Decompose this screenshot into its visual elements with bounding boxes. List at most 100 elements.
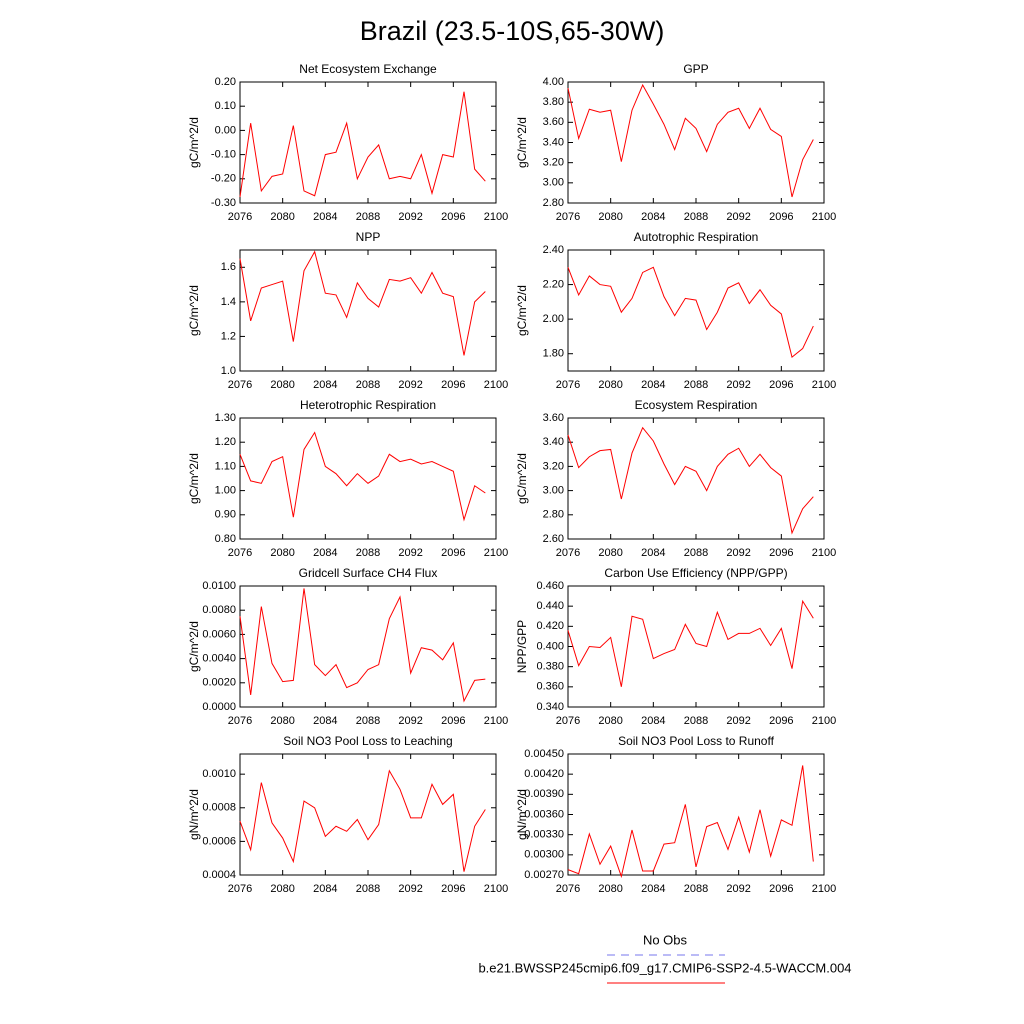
x-tick-label: 2076 <box>228 715 252 727</box>
x-tick-label: 2076 <box>556 211 580 223</box>
x-tick-label: 2080 <box>270 547 294 559</box>
x-tick-label: 2080 <box>598 715 622 727</box>
x-tick-label: 2100 <box>812 379 836 391</box>
x-tick-label: 2080 <box>598 211 622 223</box>
y-tick-label: 0.00330 <box>524 829 564 841</box>
x-tick-label: 2096 <box>769 715 793 727</box>
y-axis-title: gC/m^2/d <box>515 285 529 336</box>
y-tick-label: 0.20 <box>215 76 236 88</box>
y-tick-label: 2.20 <box>543 278 564 290</box>
x-tick-label: 2096 <box>769 211 793 223</box>
y-tick-label: 0.0060 <box>202 628 236 640</box>
x-tick-label: 2088 <box>684 547 708 559</box>
y-tick-label: 0.00420 <box>524 768 564 780</box>
y-axis-title: gN/m^2/d <box>515 789 529 840</box>
x-tick-label: 2084 <box>313 883 337 895</box>
plot-frame <box>567 585 825 708</box>
y-tick-label: 0.0004 <box>202 869 236 881</box>
panel-title: Net Ecosystem Exchange <box>299 62 437 76</box>
x-tick-label: 2076 <box>228 547 252 559</box>
data-line <box>239 91 486 198</box>
x-tick-label: 2088 <box>684 715 708 727</box>
panel-title: GPP <box>683 62 708 76</box>
y-tick-label: 2.40 <box>543 244 564 256</box>
y-tick-label: 0.400 <box>536 640 564 652</box>
x-tick-label: 2088 <box>356 211 380 223</box>
y-tick-label: -0.20 <box>211 173 236 185</box>
x-tick-label: 2084 <box>313 715 337 727</box>
y-tick-label: 0.10 <box>215 100 236 112</box>
data-line <box>567 599 814 687</box>
y-tick-label: 1.00 <box>215 485 236 497</box>
y-tick-label: 0.0008 <box>202 802 236 814</box>
y-tick-label: 0.90 <box>215 509 236 521</box>
x-tick-label: 2092 <box>398 715 422 727</box>
y-tick-label: 0.0006 <box>202 835 236 847</box>
y-axis-title: NPP/GPP <box>515 620 529 673</box>
x-tick-label: 2100 <box>484 883 508 895</box>
panel-title: Soil NO3 Pool Loss to Runoff <box>618 734 775 748</box>
y-tick-label: 2.00 <box>543 313 564 325</box>
panel-title: Heterotrophic Respiration <box>300 398 436 412</box>
x-tick-label: 2080 <box>270 883 294 895</box>
x-tick-label: 2080 <box>270 715 294 727</box>
y-tick-label: -0.30 <box>211 197 236 209</box>
y-tick-label: 0.0020 <box>202 677 236 689</box>
x-tick-label: 2088 <box>684 379 708 391</box>
x-tick-label: 2080 <box>270 379 294 391</box>
y-tick-label: 0.0040 <box>202 653 236 665</box>
data-line <box>567 765 814 879</box>
panel-title: Autotrophic Respiration <box>634 230 759 244</box>
y-tick-label: 3.40 <box>543 136 564 148</box>
plot-frame <box>239 753 497 876</box>
legend-label: b.e21.BWSSP245cmip6.f09_g17.CMIP6-SSP2-4… <box>478 960 851 975</box>
data-line <box>567 426 814 535</box>
panel-title: Gridcell Surface CH4 Flux <box>299 566 438 580</box>
y-tick-label: 3.00 <box>543 485 564 497</box>
x-tick-label: 2080 <box>270 211 294 223</box>
y-tick-label: 0.380 <box>536 661 564 673</box>
x-tick-label: 2100 <box>812 547 836 559</box>
y-tick-label: 0.00360 <box>524 808 564 820</box>
y-axis-title: gC/m^2/d <box>187 285 201 336</box>
x-tick-label: 2080 <box>598 883 622 895</box>
y-tick-label: 1.30 <box>215 412 236 424</box>
y-tick-label: 2.80 <box>543 197 564 209</box>
y-tick-label: -0.10 <box>211 149 236 161</box>
x-tick-label: 2100 <box>484 211 508 223</box>
x-tick-label: 2080 <box>598 547 622 559</box>
x-tick-label: 2076 <box>228 379 252 391</box>
x-tick-label: 2088 <box>356 547 380 559</box>
x-tick-label: 2084 <box>641 211 665 223</box>
x-tick-label: 2088 <box>684 211 708 223</box>
x-tick-label: 2092 <box>398 547 422 559</box>
x-tick-label: 2080 <box>598 379 622 391</box>
y-tick-label: 0.340 <box>536 701 564 713</box>
x-tick-label: 2076 <box>556 715 580 727</box>
x-tick-label: 2084 <box>641 547 665 559</box>
plot-frame <box>567 81 825 204</box>
y-tick-label: 1.20 <box>215 436 236 448</box>
y-tick-label: 0.00 <box>215 124 236 136</box>
x-tick-label: 2092 <box>726 883 750 895</box>
x-tick-label: 2076 <box>556 379 580 391</box>
y-axis-title: gC/m^2/d <box>187 117 201 168</box>
y-tick-label: 0.00270 <box>524 869 564 881</box>
y-tick-label: 3.20 <box>543 460 564 472</box>
legend-label: No Obs <box>643 932 688 947</box>
x-tick-label: 2096 <box>441 883 465 895</box>
x-tick-label: 2092 <box>726 547 750 559</box>
x-tick-label: 2076 <box>556 547 580 559</box>
y-axis-title: gC/m^2/d <box>187 621 201 672</box>
data-line <box>239 588 486 703</box>
x-tick-label: 2084 <box>641 379 665 391</box>
y-tick-label: 1.10 <box>215 460 236 472</box>
x-tick-label: 2100 <box>812 883 836 895</box>
y-tick-label: 1.0 <box>221 365 236 377</box>
y-axis-title: gN/m^2/d <box>187 789 201 840</box>
y-tick-label: 1.6 <box>221 261 236 273</box>
y-axis-title: gC/m^2/d <box>515 117 529 168</box>
x-tick-label: 2092 <box>726 715 750 727</box>
y-tick-label: 0.00450 <box>524 748 564 760</box>
